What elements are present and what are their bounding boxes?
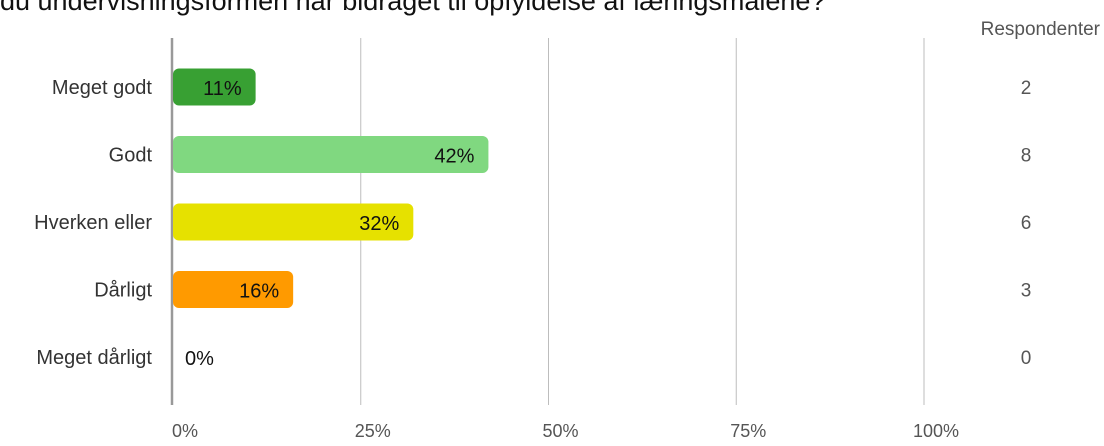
category-label: Dårligt bbox=[94, 280, 152, 302]
x-tick-label: 50% bbox=[542, 421, 578, 441]
bar-value-label: 42% bbox=[434, 146, 474, 168]
x-tick-label: 0% bbox=[172, 421, 198, 441]
bar bbox=[173, 68, 256, 106]
respondents-header: Respondenter bbox=[981, 19, 1101, 40]
respondent-count: 3 bbox=[1021, 281, 1032, 302]
category-label: Meget godt bbox=[52, 77, 153, 99]
chart-title: du undervisningsformen har bidraget til … bbox=[0, 0, 826, 16]
category-label: Hverken eller bbox=[34, 212, 152, 234]
bar bbox=[173, 136, 489, 173]
x-tick-label: 25% bbox=[355, 421, 391, 441]
bar-value-label: 16% bbox=[239, 281, 279, 303]
bar bbox=[173, 271, 294, 308]
bar-value-label: 0% bbox=[185, 348, 214, 370]
bar-value-label: 32% bbox=[359, 213, 399, 235]
category-label: Godt bbox=[109, 145, 153, 167]
respondent-count: 0 bbox=[1021, 348, 1032, 369]
respondent-count: 6 bbox=[1021, 213, 1032, 234]
bar bbox=[173, 203, 414, 241]
x-tick-label: 75% bbox=[730, 421, 766, 441]
respondent-count: 8 bbox=[1021, 146, 1032, 167]
bar-value-label: 11% bbox=[203, 78, 242, 100]
respondent-count: 2 bbox=[1021, 78, 1032, 99]
x-tick-label: 100% bbox=[913, 421, 959, 441]
category-label: Meget dårligt bbox=[36, 347, 152, 369]
